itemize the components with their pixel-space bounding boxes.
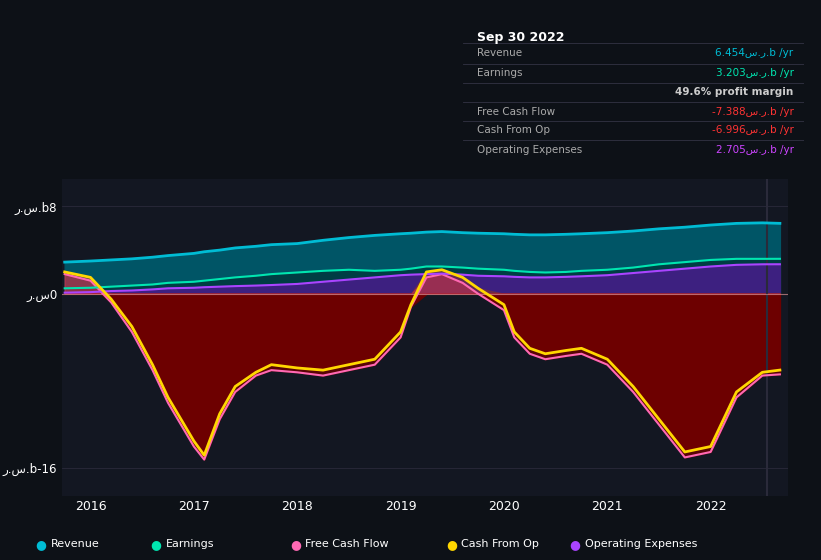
Text: ●: ●: [290, 538, 301, 551]
Text: Revenue: Revenue: [51, 539, 99, 549]
Text: Revenue: Revenue: [477, 48, 522, 58]
Text: Sep 30 2022: Sep 30 2022: [477, 31, 564, 44]
Text: -6.996س.ر.b /yr: -6.996س.ر.b /yr: [712, 125, 794, 136]
Text: -7.388س.ر.b /yr: -7.388س.ر.b /yr: [712, 107, 794, 117]
Text: Earnings: Earnings: [477, 68, 522, 78]
Text: Cash From Op: Cash From Op: [461, 539, 539, 549]
Text: Cash From Op: Cash From Op: [477, 125, 550, 136]
Text: 3.203س.ر.b /yr: 3.203س.ر.b /yr: [716, 68, 794, 78]
Text: ●: ●: [150, 538, 162, 551]
Text: Free Cash Flow: Free Cash Flow: [305, 539, 389, 549]
Text: Free Cash Flow: Free Cash Flow: [477, 107, 555, 117]
Text: Earnings: Earnings: [166, 539, 214, 549]
Text: 6.454س.ر.b /yr: 6.454س.ر.b /yr: [715, 48, 794, 58]
Text: ●: ●: [446, 538, 457, 551]
Text: Operating Expenses: Operating Expenses: [477, 144, 582, 155]
Text: ●: ●: [35, 538, 47, 551]
Text: ●: ●: [569, 538, 580, 551]
Text: Operating Expenses: Operating Expenses: [585, 539, 697, 549]
Text: 49.6% profit margin: 49.6% profit margin: [676, 87, 794, 97]
Text: 2.705س.ر.b /yr: 2.705س.ر.b /yr: [716, 144, 794, 155]
